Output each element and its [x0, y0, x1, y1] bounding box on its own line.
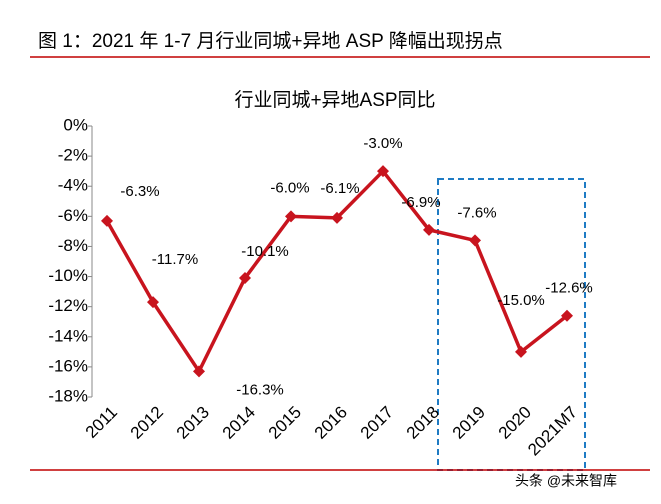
data-marker: [101, 214, 113, 227]
data-marker: [147, 296, 159, 309]
y-tick-label: -8%: [58, 236, 88, 255]
data-marker: [515, 345, 527, 358]
data-label: -6.0%: [270, 179, 309, 196]
data-marker: [377, 165, 389, 178]
y-tick-label: -14%: [48, 326, 88, 345]
y-tick-label: -6%: [58, 206, 88, 225]
data-label: -7.6%: [457, 204, 496, 221]
data-marker: [561, 309, 573, 322]
x-tick-label: 2019: [449, 403, 489, 443]
data-label: -6.9%: [401, 194, 440, 211]
x-tick-label: 2011: [82, 403, 121, 442]
figure-title: 图 1：2021 年 1-7 月行业同城+异地 ASP 降幅出现拐点: [38, 30, 503, 52]
x-tick-label: 2017: [357, 403, 397, 443]
data-marker: [193, 365, 205, 378]
x-tick-label: 2015: [265, 403, 305, 443]
data-label: -10.1%: [241, 243, 289, 260]
y-tick-label: -12%: [48, 296, 88, 315]
y-tick-label: -10%: [48, 266, 88, 285]
y-tick-label: -4%: [58, 176, 88, 195]
data-label: -12.6%: [545, 280, 593, 297]
y-tick-label: -18%: [48, 386, 88, 405]
x-tick-label: 2013: [173, 403, 213, 443]
data-marker: [469, 234, 481, 247]
x-tick-label: 2020: [495, 403, 535, 443]
chart-title: 行业同城+异地ASP同比: [234, 89, 435, 111]
data-label: -6.3%: [120, 183, 159, 200]
x-tick-label: 2012: [127, 403, 167, 443]
data-label: -6.1%: [320, 180, 359, 197]
x-tick-label: 2018: [403, 403, 443, 443]
y-tick-label: -16%: [48, 356, 88, 375]
x-tick-label: 2014: [219, 403, 259, 443]
data-label: -16.3%: [236, 381, 284, 398]
y-tick-label: -2%: [58, 146, 88, 165]
data-label: -11.7%: [152, 251, 198, 268]
x-tick-label: 2016: [311, 403, 351, 443]
x-tick-label: 2021M7: [524, 403, 581, 460]
data-marker: [423, 223, 435, 236]
data-label: -3.0%: [363, 135, 402, 152]
data-line: [105, 169, 569, 374]
data-label: -15.0%: [497, 292, 545, 309]
y-tick-label: 0%: [63, 115, 88, 134]
data-marker: [239, 272, 251, 285]
data-marker: [285, 210, 297, 223]
data-marker: [331, 211, 343, 224]
watermark: 头条 @未来智库: [515, 473, 617, 489]
